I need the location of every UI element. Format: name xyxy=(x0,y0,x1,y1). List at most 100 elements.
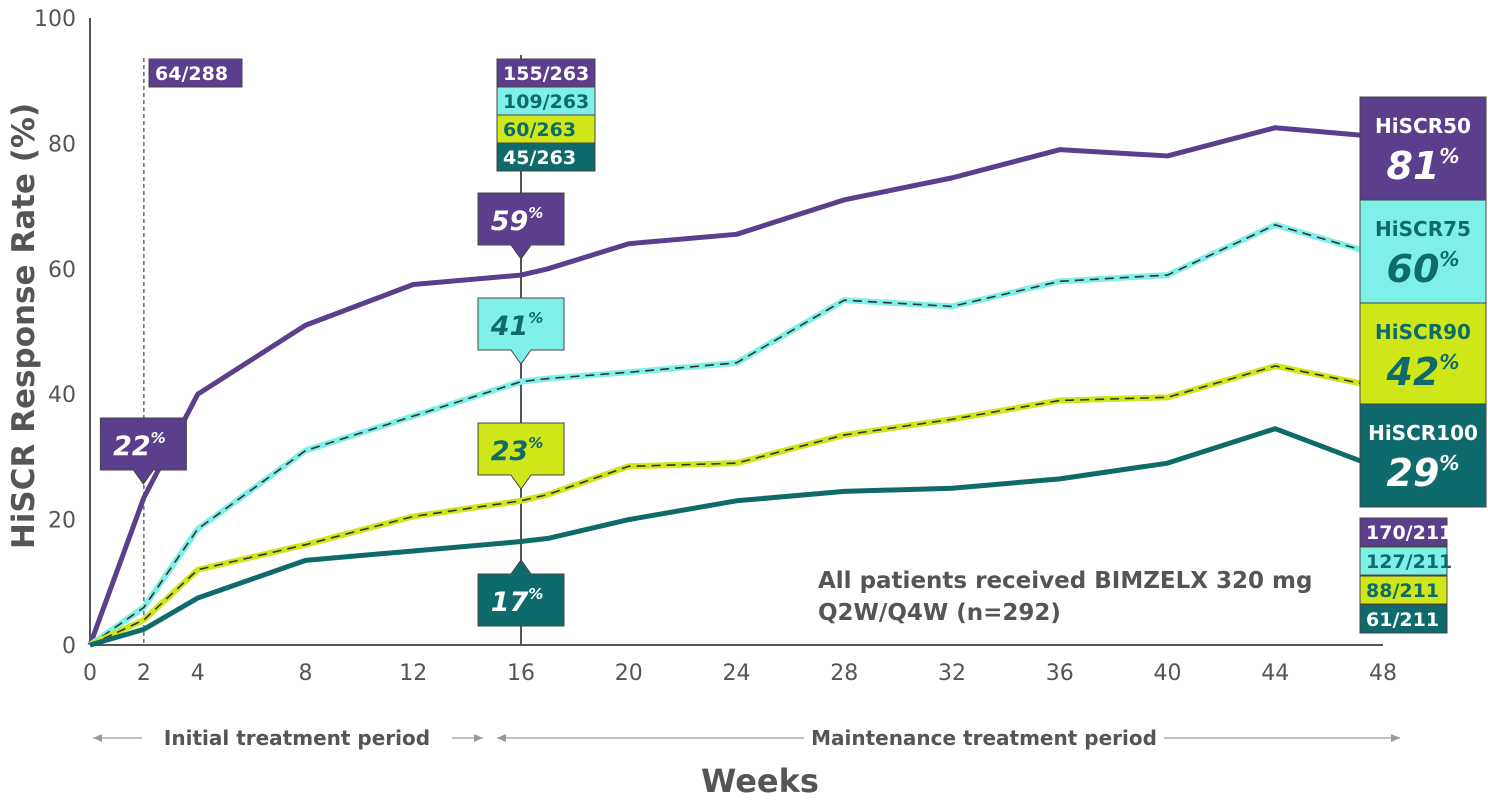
count-week16-hiscr50: 155/263 xyxy=(496,58,596,88)
callout-shape xyxy=(477,297,565,365)
y-tick-label: 20 xyxy=(48,509,76,534)
count-week48-hiscr100: 61/211 xyxy=(1359,604,1448,634)
period-label: Initial treatment period xyxy=(164,726,430,750)
x-tick-label: 8 xyxy=(299,661,313,686)
legend-series-name: HiSCR75 xyxy=(1375,217,1471,241)
legend-series-name: HiSCR100 xyxy=(1368,421,1478,445)
series-line-hiscr50 xyxy=(87,125,1384,646)
count-box-text: 45/263 xyxy=(503,147,576,169)
initial-treatment-period: Initial treatment period xyxy=(93,724,483,752)
period-arrow-head-left xyxy=(497,734,506,742)
period-label-bg xyxy=(804,724,1164,752)
callout-percent-sign: % xyxy=(151,429,166,447)
y-tick-label: 80 xyxy=(48,132,76,157)
x-tick-label: 2 xyxy=(137,661,151,686)
count-box-bg xyxy=(1359,517,1448,547)
callout-shape xyxy=(477,422,565,490)
y-tick-label: 0 xyxy=(62,634,76,659)
count-week16-hiscr100: 45/263 xyxy=(496,142,596,172)
callout-week16-hiscr90: 23% xyxy=(477,422,565,490)
count-box-bg xyxy=(148,58,243,88)
legend-percent-sign: % xyxy=(1439,451,1459,475)
legend-entry-hiscr75: HiSCR75 60% xyxy=(1359,199,1487,304)
y-axis-title: HiSCR Response Rate (%) xyxy=(6,103,42,549)
series-line-fill xyxy=(88,221,1384,648)
count-box-text: 88/211 xyxy=(1366,580,1439,602)
count-boxes: 64/288 155/263 170/211 109/263 127/211 60/263… xyxy=(148,58,1452,634)
period-label-bg xyxy=(142,724,452,752)
legend-percent-sign: % xyxy=(1439,144,1459,168)
x-tick-label: 32 xyxy=(938,661,966,686)
series-lines xyxy=(87,125,1384,648)
count-box-bg xyxy=(496,86,596,116)
count-box-text: 127/211 xyxy=(1366,551,1452,573)
series-line-hiscr90 xyxy=(88,362,1384,648)
callout-week2-hiscr50: 22% xyxy=(99,417,187,485)
x-tick-label: 12 xyxy=(399,661,427,686)
study-note-line-1: All patients received BIMZELX 320 mg xyxy=(818,568,1312,594)
count-week48-hiscr75: 127/211 xyxy=(1359,546,1452,576)
callout-shape xyxy=(477,559,565,627)
count-week16-hiscr75: 109/263 xyxy=(496,86,596,116)
callout-shape xyxy=(477,192,565,260)
treatment-periods: Initial treatment period Maintenance trea… xyxy=(93,724,1400,752)
period-arrow-head-right xyxy=(474,734,483,742)
count-box-bg xyxy=(1359,604,1448,634)
legend-percent-sign: % xyxy=(1439,247,1459,271)
x-tick-label: 48 xyxy=(1369,661,1397,686)
callout-week16-hiscr50: 59% xyxy=(477,192,565,260)
x-tick-label: 0 xyxy=(83,661,97,686)
period-arrow-head-left xyxy=(93,734,102,742)
callout-week16-hiscr100: 17% xyxy=(477,559,565,627)
count-box-text: 109/263 xyxy=(503,91,589,113)
count-week2-hiscr50: 64/288 xyxy=(148,58,243,88)
count-box-text: 60/263 xyxy=(503,119,576,141)
callout-percent-sign: % xyxy=(528,204,543,222)
legend-series-name: HiSCR90 xyxy=(1375,320,1471,344)
period-arrow-head-right xyxy=(1391,734,1400,742)
legend-box xyxy=(1359,403,1487,508)
callout-shape xyxy=(99,417,187,485)
series-line-fill xyxy=(88,362,1384,648)
callout-week16-hiscr75: 41% xyxy=(477,297,565,365)
count-box-text: 64/288 xyxy=(155,63,228,85)
x-tick-label: 24 xyxy=(723,661,751,686)
y-tick-label: 40 xyxy=(48,383,76,408)
maintenance-treatment-period: Maintenance treatment period xyxy=(497,724,1400,752)
y-tick-label: 100 xyxy=(34,7,76,32)
y-tick-label: 60 xyxy=(48,258,76,283)
x-tick-label: 36 xyxy=(1046,661,1074,686)
count-box-bg xyxy=(1359,546,1448,576)
count-box-bg xyxy=(1359,575,1448,605)
x-tick-label: 4 xyxy=(191,661,205,686)
callout-percent-sign: % xyxy=(528,585,543,603)
x-tick-label: 40 xyxy=(1154,661,1182,686)
count-box-text: 61/211 xyxy=(1366,609,1439,631)
callouts: 22% 59% 41% 23% 17% xyxy=(99,192,565,627)
count-week48-hiscr90: 88/211 xyxy=(1359,575,1448,605)
legend-box xyxy=(1359,96,1487,201)
x-tick-label: 28 xyxy=(830,661,858,686)
x-tick-label: 16 xyxy=(507,661,535,686)
legend-percent-sign: % xyxy=(1439,350,1459,374)
period-label: Maintenance treatment period xyxy=(811,726,1157,750)
callout-value: 17% xyxy=(491,585,544,618)
legend-series-name: HiSCR50 xyxy=(1375,114,1471,138)
callout-percent-sign: % xyxy=(528,309,543,327)
count-box-text: 170/211 xyxy=(1366,522,1452,544)
x-tick-label: 44 xyxy=(1261,661,1289,686)
legend-end-value: 60% xyxy=(1387,247,1460,291)
count-box-text: 155/263 xyxy=(503,63,589,85)
series-line-dash xyxy=(89,365,1384,646)
callout-percent-sign: % xyxy=(528,434,543,452)
count-box-bg xyxy=(496,142,596,172)
series-line-hiscr100 xyxy=(89,426,1384,648)
count-week16-hiscr90: 60/263 xyxy=(496,114,596,144)
x-axis-title: Weeks xyxy=(701,762,819,800)
study-note-line-2: Q2W/Q4W (n=292) xyxy=(818,600,1061,626)
